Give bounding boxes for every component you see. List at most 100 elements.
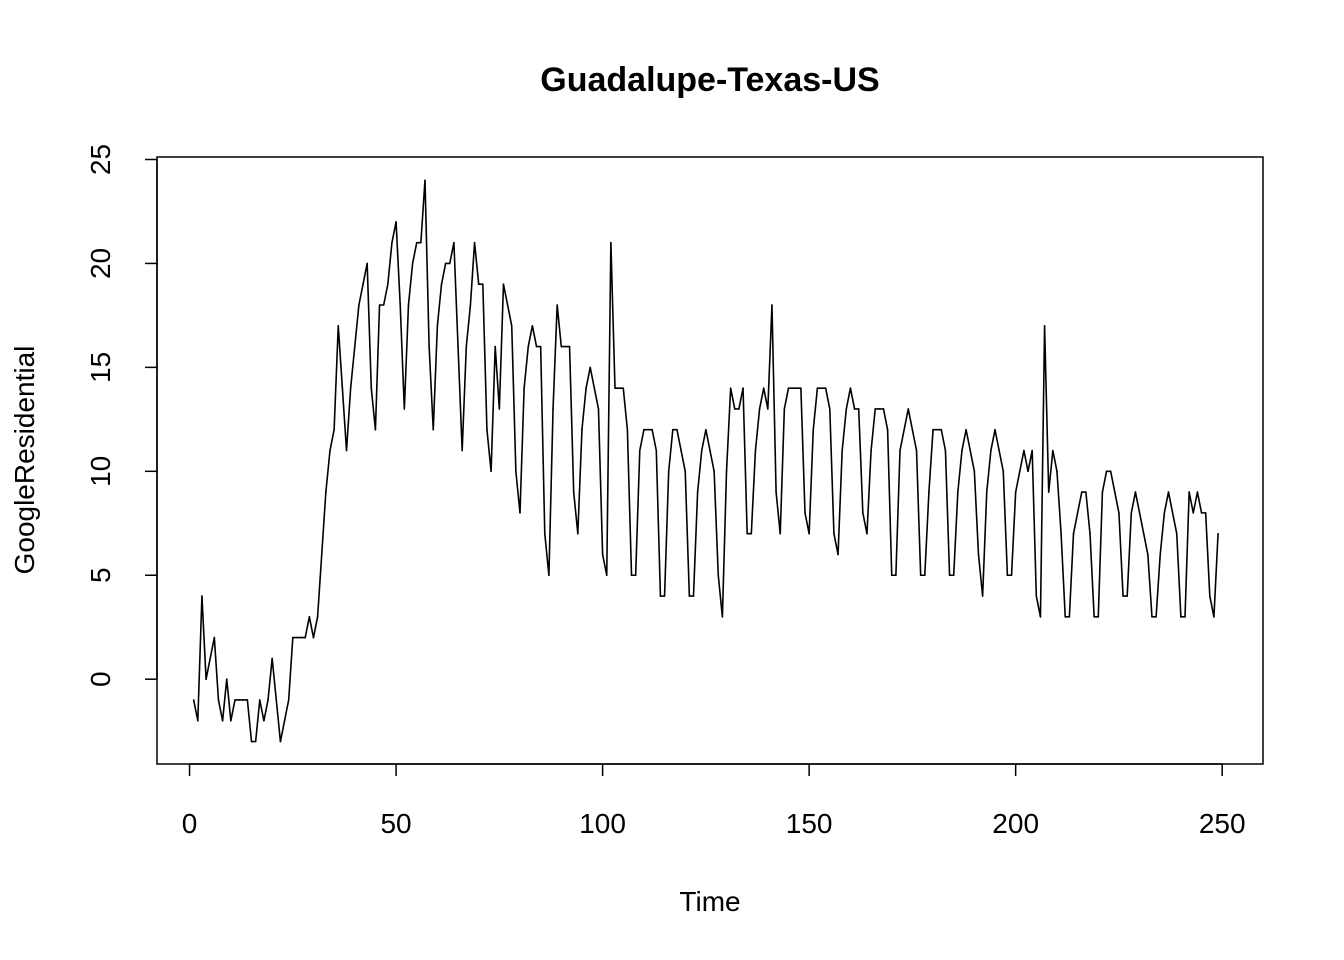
data-point: [638, 449, 641, 452]
data-point: [535, 345, 538, 348]
data-point: [1180, 616, 1182, 618]
data-point: [857, 408, 860, 410]
data-point: [655, 449, 658, 452]
data-point: [800, 387, 802, 389]
data-point: [568, 345, 571, 348]
data-point: [1159, 553, 1162, 556]
data-point: [915, 449, 918, 452]
data-point: [969, 449, 972, 452]
data-point: [366, 262, 368, 265]
data-point: [325, 491, 327, 493]
data-point: [225, 678, 228, 680]
data-point: [1031, 449, 1033, 452]
y-tick-label: 0: [85, 671, 116, 687]
data-point: [1047, 491, 1050, 493]
data-point: [263, 719, 265, 722]
data-point: [907, 408, 910, 410]
data-point: [961, 449, 963, 452]
data-point: [349, 387, 352, 389]
data-point: [556, 304, 558, 306]
data-point: [312, 636, 315, 639]
data-point: [1151, 616, 1153, 618]
data-point: [742, 387, 744, 389]
x-axis: 0 50 100 150 200 250: [182, 763, 1246, 839]
data-point: [692, 595, 695, 597]
data-point: [1035, 595, 1038, 597]
data-point: [725, 470, 728, 473]
data-point: [432, 428, 435, 431]
data-point: [597, 408, 600, 410]
data-point: [213, 636, 216, 639]
data-point: [874, 408, 877, 410]
data-point: [283, 719, 286, 722]
data-point: [205, 678, 207, 680]
data-point: [733, 408, 736, 410]
data-point: [795, 387, 798, 389]
x-tick-label: 150: [786, 808, 833, 839]
data-point: [981, 595, 984, 597]
data-point: [469, 304, 472, 306]
data-point: [258, 699, 261, 701]
data-point: [1171, 512, 1174, 514]
data-point: [593, 387, 596, 389]
data-point: [787, 387, 790, 389]
data-point: [1043, 325, 1046, 327]
data-point: [548, 574, 550, 577]
data-point: [746, 532, 748, 535]
data-point: [498, 408, 501, 410]
data-point: [1064, 616, 1067, 618]
data-point: [919, 574, 922, 577]
data-point: [1217, 532, 1219, 535]
data-point: [1093, 616, 1095, 618]
data-point: [816, 387, 819, 389]
data-point: [705, 428, 707, 431]
data-point: [738, 408, 740, 410]
data-point: [560, 345, 563, 348]
x-tick-label: 200: [992, 808, 1039, 839]
data-point: [1200, 512, 1203, 514]
data-point: [362, 283, 364, 286]
data-point: [230, 719, 232, 722]
data-point: [287, 699, 290, 701]
data-point: [923, 574, 926, 577]
data-point: [1039, 616, 1042, 618]
data-point: [1080, 491, 1083, 493]
data-point: [1109, 470, 1112, 473]
data-point: [304, 636, 307, 639]
data-point: [1052, 449, 1054, 452]
data-point: [1089, 532, 1091, 535]
data-point: [1010, 574, 1013, 577]
data-point: [994, 428, 996, 431]
data-point: [998, 449, 1000, 452]
y-tick-label: 20: [85, 248, 116, 279]
data-point: [391, 241, 393, 244]
data-point: [812, 428, 815, 431]
data-point: [543, 532, 546, 535]
data-point: [506, 304, 509, 306]
data-point: [242, 699, 245, 701]
data-point: [932, 428, 934, 431]
data-point: [382, 304, 385, 306]
data-point: [1101, 491, 1104, 493]
data-point: [767, 408, 769, 410]
data-point: [713, 470, 715, 473]
data-point: [771, 304, 773, 306]
data-point: [775, 491, 777, 493]
data-point: [1163, 512, 1166, 514]
data-point: [672, 428, 674, 431]
data-point: [680, 449, 682, 452]
data-point: [899, 449, 901, 452]
data-point: [333, 428, 335, 431]
data-point: [531, 325, 534, 327]
data-point: [837, 553, 839, 556]
data-point: [320, 553, 323, 556]
data-point: [990, 449, 992, 452]
data-point: [890, 574, 893, 577]
data-point: [300, 636, 302, 639]
data-point: [192, 699, 195, 701]
data-point: [589, 366, 592, 369]
data-point: [1130, 512, 1133, 514]
data-point: [936, 428, 938, 431]
data-point: [729, 387, 732, 389]
